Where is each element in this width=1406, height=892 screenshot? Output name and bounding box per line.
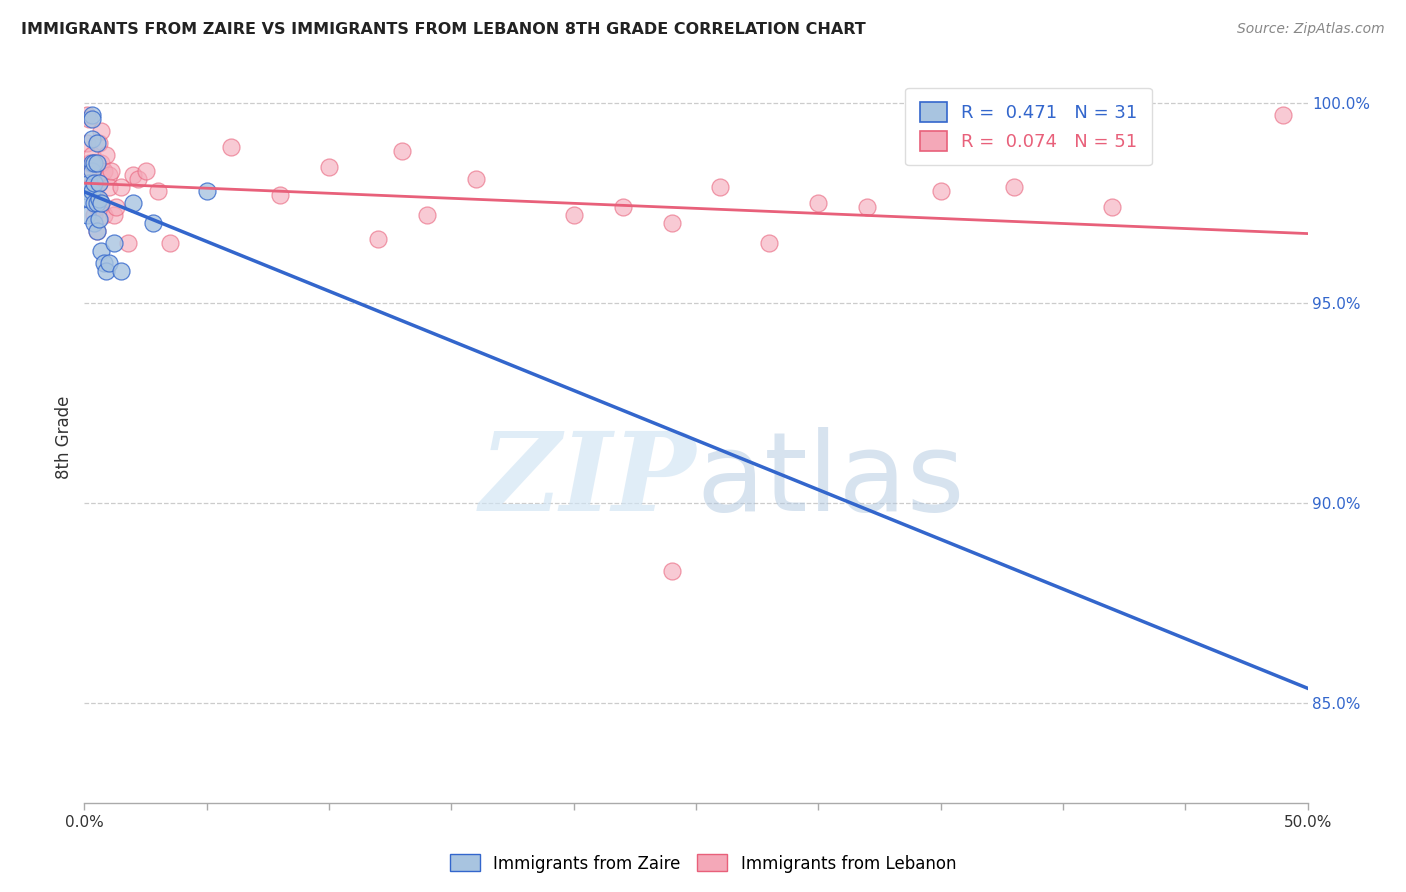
Point (1272, 108, 1295, 122)
Point (80, 148, 103, 162)
Point (367, 232, 389, 246)
Point (661, 216, 683, 230)
Point (87, 212, 110, 227)
Point (391, 145, 413, 159)
Point (86, 156, 108, 170)
Point (86, 176, 108, 190)
Point (562, 208, 585, 222)
Point (159, 236, 181, 251)
Point (612, 200, 634, 214)
Point (90, 244, 112, 259)
Point (83, 176, 105, 190)
Point (83, 216, 105, 230)
Point (86, 224, 108, 238)
Point (269, 188, 291, 202)
Point (77, 176, 100, 190)
Legend: Immigrants from Zaire, Immigrants from Lebanon: Immigrants from Zaire, Immigrants from L… (443, 847, 963, 880)
Point (90, 196, 112, 211)
Text: atlas: atlas (696, 427, 965, 534)
Point (103, 208, 125, 222)
Point (219, 140, 242, 154)
Point (87, 176, 110, 190)
Point (76, 208, 98, 222)
Point (90, 124, 112, 138)
Point (86, 196, 108, 211)
Point (103, 236, 125, 251)
Point (807, 196, 830, 211)
Point (117, 236, 139, 251)
Point (77, 112, 100, 127)
Point (110, 264, 132, 278)
Text: Source: ZipAtlas.com: Source: ZipAtlas.com (1237, 22, 1385, 37)
Point (90, 196, 112, 211)
Point (96, 264, 118, 278)
Y-axis label: 8th Grade: 8th Grade (55, 395, 73, 479)
Point (464, 172, 486, 186)
Point (76, 136, 98, 151)
Text: ZIP: ZIP (479, 427, 696, 534)
Point (318, 161, 340, 175)
Point (110, 180, 132, 194)
Point (195, 184, 218, 198)
Point (83, 184, 105, 198)
Point (122, 196, 145, 211)
Point (87, 136, 110, 151)
Point (100, 164, 122, 178)
Point (758, 236, 780, 251)
Point (80, 108, 103, 122)
Point (416, 208, 439, 222)
Point (83, 156, 105, 170)
Point (856, 200, 879, 214)
Point (83, 208, 105, 222)
Point (122, 169, 145, 183)
Point (142, 216, 165, 230)
Point (83, 156, 105, 170)
Point (661, 564, 683, 578)
Legend: R =  0.471   N = 31, R =  0.074   N = 51: R = 0.471 N = 31, R = 0.074 N = 51 (905, 87, 1152, 165)
Point (97, 169, 120, 183)
Point (80, 112, 103, 127)
Point (80, 132, 103, 146)
Point (97, 180, 120, 194)
Point (93, 208, 115, 222)
Point (76, 184, 98, 198)
Point (80, 156, 103, 170)
Point (93, 256, 115, 270)
Point (929, 184, 952, 198)
Point (96, 148, 118, 162)
Point (86, 224, 108, 238)
Point (80, 164, 103, 178)
Point (80, 176, 103, 190)
Point (709, 180, 731, 194)
Point (87, 192, 110, 206)
Point (77, 192, 100, 206)
Text: IMMIGRANTS FROM ZAIRE VS IMMIGRANTS FROM LEBANON 8TH GRADE CORRELATION CHART: IMMIGRANTS FROM ZAIRE VS IMMIGRANTS FROM… (21, 22, 866, 37)
Point (80, 164, 103, 178)
Point (83, 196, 105, 211)
Point (86, 200, 108, 214)
Point (80, 184, 103, 198)
Point (105, 200, 128, 214)
Point (135, 164, 157, 178)
Point (90, 156, 112, 170)
Point (146, 184, 169, 198)
Point (127, 172, 149, 186)
Point (77, 156, 100, 170)
Point (86, 136, 108, 151)
Point (93, 164, 115, 178)
Point (97, 256, 120, 270)
Point (76, 108, 98, 122)
Point (87, 176, 110, 190)
Point (1101, 200, 1123, 214)
Point (1002, 180, 1025, 194)
